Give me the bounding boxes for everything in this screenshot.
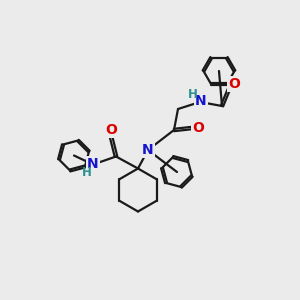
Text: N: N [195,94,207,108]
Text: O: O [192,121,204,135]
Text: H: H [82,166,92,178]
Text: N: N [142,143,154,157]
Text: H: H [188,88,198,100]
Text: N: N [87,157,99,170]
Text: O: O [105,124,117,137]
Text: O: O [228,77,240,91]
